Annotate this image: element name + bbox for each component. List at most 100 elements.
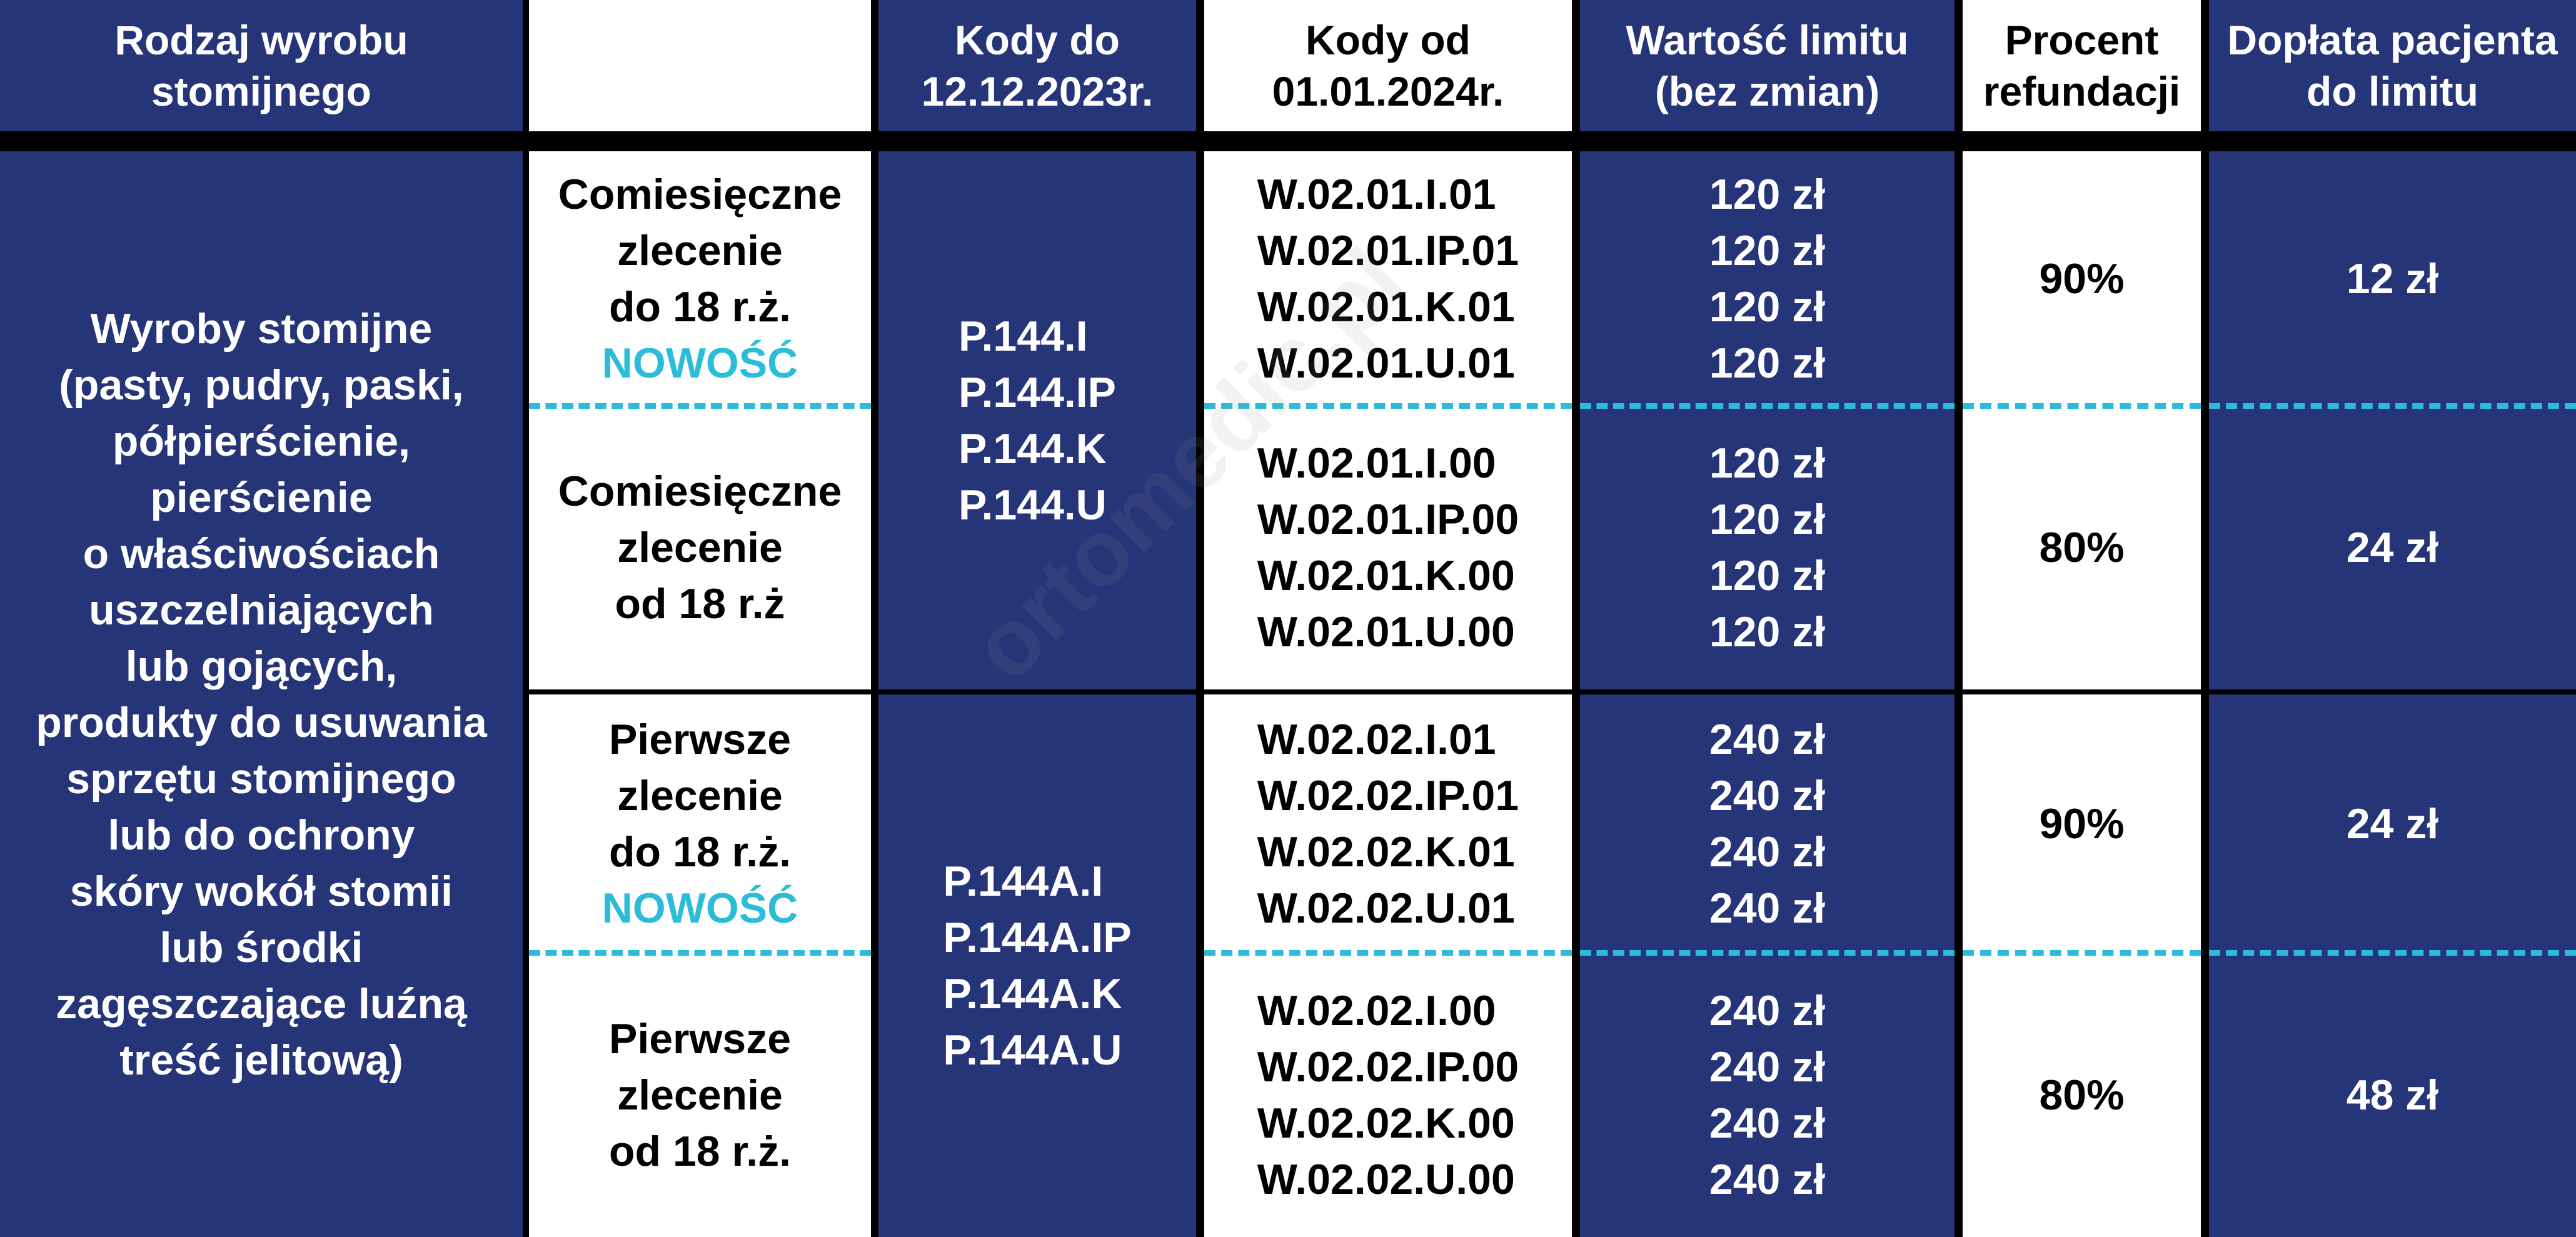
text-line: Comiesięczne [558,468,842,515]
text-line: stomijnego [151,68,371,114]
text-line: od 18 r.ż [615,580,785,628]
text-line: Wyroby stomijne [90,304,433,353]
text-line: 240 zł [1709,986,1826,1034]
header-col7-text: Dopłata pacjenta do limitu [2227,14,2557,117]
text-line: 12.12.2023r. [921,68,1154,114]
text-line: NOWOŚĆ [601,339,798,387]
refund-percent-text: 80% [2039,519,2124,576]
text-line: 120 zł [1709,339,1826,387]
patient-copay: 48 zł [2209,953,2576,1237]
text-line: P.144A.IP [943,914,1132,961]
text-line: 80% [2039,524,2125,571]
text-line: skóry wokół stomii [69,867,453,915]
new-codes: W.02.01.I.01 W.02.01.IP.01 W.02.01.K.01 W.0… [1204,151,1572,406]
text-line: W.02.02.IP.01 [1257,771,1519,819]
text-line: zlecenie [617,1071,783,1119]
text-line: W.02.01.K.00 [1257,552,1515,599]
text-line: do limitu [2307,68,2478,114]
text-line: 120 zł [1709,608,1826,656]
text-line: W.02.02.U.00 [1257,1155,1515,1203]
limit-values-text: 240 zł 240 zł 240 zł 240 zł [1709,711,1825,936]
text-line: 240 zł [1709,1043,1826,1091]
text-line: Kody od [1306,17,1471,63]
text-line: 80% [2039,1071,2125,1119]
text-line: lub do ochrony [108,811,415,859]
text-line: W.02.02.IP.00 [1257,1043,1519,1091]
text-line: do 18 r.ż. [608,828,791,876]
dashed-divider [2209,403,2576,409]
text-line: 120 zł [1709,439,1826,487]
text-line: W.02.02.I.01 [1257,715,1496,763]
header-col6: Procent refundacji [1963,0,2201,131]
text-line: sprzętu stomijnego [66,754,456,803]
text-line: 24 zł [2346,524,2439,571]
text-line: 240 zł [1709,715,1826,763]
limit-values: 240 zł 240 zł 240 zł 240 zł [1580,953,1955,1237]
header-col1-text: Rodzaj wyrobu stomijnego [114,14,408,117]
text-line: W.02.02.I.00 [1257,986,1496,1034]
text-line: o właściwościach [83,529,440,578]
text-line: W.02.01.I.00 [1257,439,1496,487]
patient-copay-text: 24 zł [2347,796,2438,852]
text-line: W.02.02.U.01 [1257,884,1515,932]
text-line: 240 zł [1709,1099,1826,1147]
order-type-text: Comiesięczne zlecenie od 18 r.ż [558,463,842,632]
patient-copay: 12 zł [2209,151,2576,406]
text-line: (bez zmian) [1654,68,1880,114]
limit-values: 240 zł 240 zł 240 zł 240 zł [1580,694,1955,953]
limit-values-text: 240 zł 240 zł 240 zł 240 zł [1709,983,1825,1208]
refund-percent-text: 90% [2039,251,2124,307]
header-col5-text: Wartość limitu (bez zmian) [1626,14,1908,117]
text-line: Kody do [955,17,1120,63]
dashed-divider [1204,950,1572,956]
header-col5: Wartość limitu (bez zmian) [1580,0,1955,131]
dashed-divider [2209,950,2576,956]
patient-copay: 24 zł [2209,406,2576,689]
text-line: Pierwsze [608,1014,792,1063]
text-line: pierścienie [150,473,373,521]
product-type-text: Wyroby stomijne (pasty, pudry, paski, półp… [36,301,487,1088]
refund-percent: 90% [1963,694,2201,953]
refund-percent: 80% [1963,406,2201,689]
text-line: P.144A.U [943,1026,1122,1074]
text-line: lub środki [159,923,363,971]
text-line: półpierścienie, [112,417,411,465]
new-codes-text: W.02.02.I.01 W.02.02.IP.01 W.02.02.K.01 W.0… [1257,711,1519,936]
text-line: W.02.01.K.01 [1257,283,1515,331]
header-col3-text: Kody do 12.12.2023r. [922,14,1154,117]
old-codes-text: P.144.I P.144.IP P.144.K P.144.U [958,308,1116,533]
text-line: 24 zł [2346,799,2439,848]
text-line: 120 zł [1709,496,1826,543]
text-line: Rodzaj wyrobu [114,17,408,63]
header-col6-text: Procent refundacji [1983,14,2180,117]
dashed-divider [529,950,871,956]
text-line: refundacji [1983,68,2181,114]
dashed-divider [1580,403,1955,409]
dashed-divider [1204,403,1572,409]
text-line: 01.01.2024r. [1272,68,1504,114]
text-line: Comiesięczne [558,170,842,218]
text-line: 120 zł [1709,283,1826,331]
header-col1: Rodzaj wyrobu stomijnego [0,0,523,131]
text-line: zagęszczające luźną [56,979,467,1028]
limit-values-text: 120 zł 120 zł 120 zł 120 zł [1709,166,1825,391]
header-col4: Kody od 01.01.2024r. [1204,0,1572,131]
patient-copay-text: 12 zł [2347,251,2438,307]
old-codes-text: P.144A.I P.144A.IP P.144A.K P.144A.U [943,853,1131,1078]
refund-percent-text: 90% [2039,796,2124,852]
text-line: W.02.01.IP.00 [1257,496,1519,543]
dashed-divider [1580,950,1955,956]
order-type-text: Pierwsze zlecenie od 18 r.ż. [609,1011,791,1179]
header-col7: Dopłata pacjenta do limitu [2209,0,2576,131]
new-codes: W.02.02.I.01 W.02.02.IP.01 W.02.02.K.01 W.0… [1204,694,1572,953]
old-codes: P.144A.I P.144A.IP P.144A.K P.144A.U [878,694,1196,1237]
new-codes: W.02.02.I.00 W.02.02.IP.00 W.02.02.K.00 W.0… [1204,953,1572,1237]
text-line: W.02.02.K.00 [1257,1099,1515,1147]
text-line: Dopłata pacjenta [2227,17,2558,63]
text-line: Procent [2005,17,2159,63]
product-type: Wyroby stomijne (pasty, pudry, paski, półp… [0,151,523,1237]
text-line: 90% [2039,799,2125,848]
text-line: lub gojących, [125,642,398,690]
patient-copay-text: 24 zł [2347,519,2438,576]
text-line: Wartość limitu [1626,17,1909,63]
